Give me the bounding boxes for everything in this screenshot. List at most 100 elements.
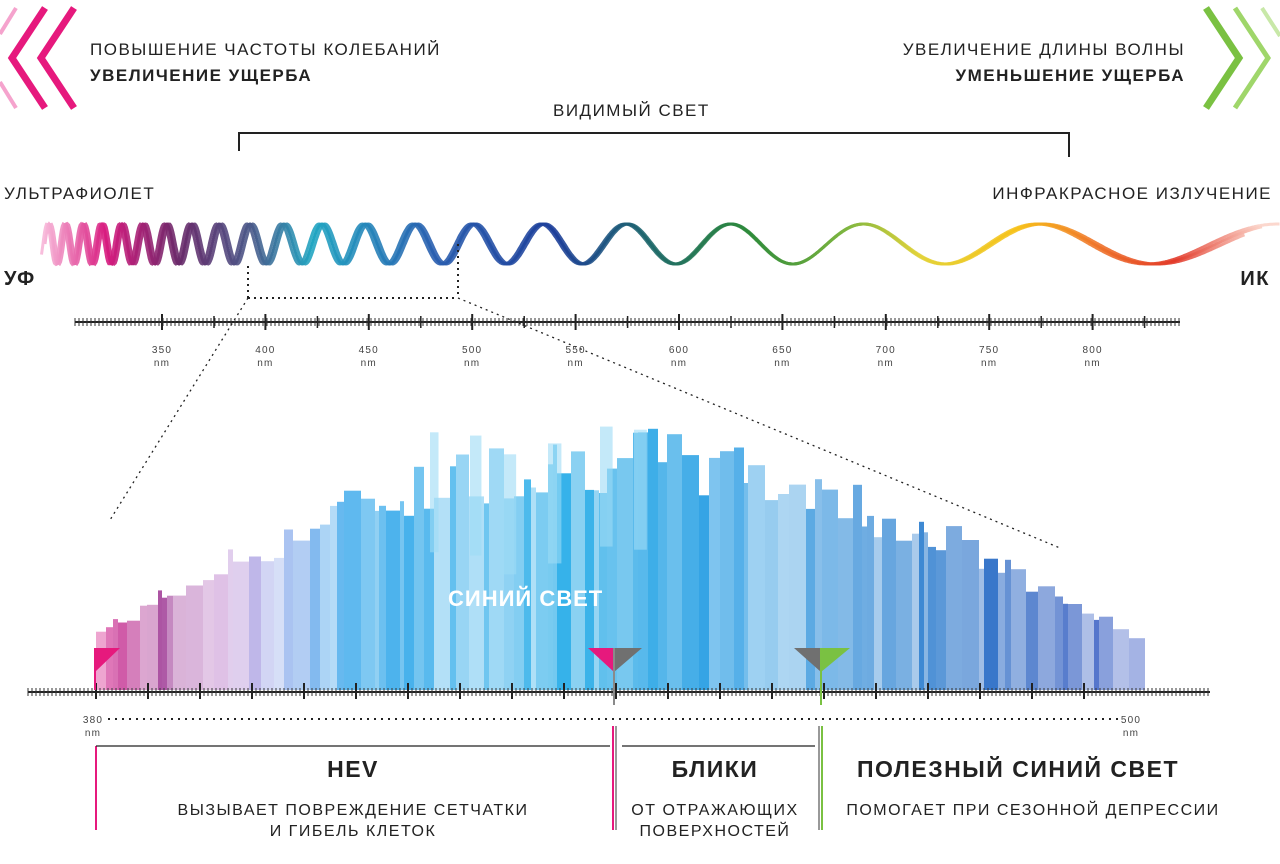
histogram-bar	[928, 546, 936, 690]
uv-abbr: УФ	[4, 268, 36, 290]
histogram-bar	[896, 540, 912, 690]
histogram-bar	[709, 457, 720, 690]
histogram-bar	[667, 434, 682, 690]
histogram-bar	[203, 580, 214, 690]
histogram-bar	[404, 515, 414, 690]
double-chevron-right-icon	[1203, 6, 1280, 110]
infrared-label: ИНФРАКРАСНОЕ ИЗЛУЧЕНИЕ	[992, 184, 1272, 203]
section-glare-desc2: ПОВЕРХНОСТЕЙ	[639, 823, 791, 840]
scale-label-unit: nm	[1084, 358, 1101, 369]
histogram-bar	[936, 550, 946, 690]
histogram-bar	[638, 432, 648, 690]
histogram-bar	[658, 462, 667, 690]
scale-label-unit: nm	[464, 358, 481, 369]
section-useful-title: ПОЛЕЗНЫЙ СИНИЙ СВЕТ	[856, 756, 1180, 782]
histogram-highlight	[500, 454, 517, 575]
section-glare-title: БЛИКИ	[671, 756, 759, 782]
histogram-highlight	[470, 435, 482, 556]
histogram-bar	[536, 492, 548, 690]
histogram-bar	[822, 489, 838, 690]
histogram-bar	[867, 515, 874, 690]
histogram-bar	[158, 590, 162, 690]
histogram-bar	[118, 622, 127, 690]
scale-label-value: 650	[772, 345, 793, 356]
scale-label-unit: nm	[567, 358, 584, 369]
histogram-bar	[261, 561, 274, 690]
histogram-bar	[815, 479, 822, 690]
histogram-bar	[456, 454, 469, 690]
histogram-highlight	[600, 426, 613, 547]
blue-light-label: СИНИЙ СВЕТ	[448, 586, 604, 611]
histogram-bar	[274, 557, 284, 690]
scale-label-unit: nm	[877, 358, 894, 369]
blue-light-histogram	[96, 426, 1145, 690]
histogram-bar	[249, 556, 261, 690]
wave-strand	[47, 221, 1280, 267]
histogram-bar	[984, 558, 998, 690]
histogram-bar	[912, 533, 919, 690]
histogram-bar	[379, 505, 386, 690]
section-glare-desc1: ОТ ОТРАЖАЮЩИХ	[631, 802, 799, 819]
scale-label: 600 nm	[659, 344, 699, 370]
scale-label-unit: nm	[981, 358, 998, 369]
scale-label: 400 nm	[245, 344, 285, 370]
flag-glare-start	[588, 648, 642, 705]
spectrum-scale	[74, 314, 1180, 330]
flag-useful-start	[794, 648, 850, 705]
scale-label-unit: nm	[774, 358, 791, 369]
histogram-bar	[524, 479, 531, 690]
histogram-bar	[484, 503, 489, 690]
scale-end-value: 500	[1120, 715, 1142, 726]
histogram-bar	[633, 432, 638, 690]
histogram-bar	[806, 508, 815, 690]
scale-label: 700 nm	[866, 344, 906, 370]
scale-label-unit: nm	[360, 358, 377, 369]
histogram-bar	[531, 487, 536, 690]
histogram-bar	[617, 458, 633, 690]
section-useful-desc1: ПОМОГАЕТ ПРИ СЕЗОННОЙ ДЕПРЕССИИ	[846, 802, 1220, 819]
scale-label: 650 nm	[762, 344, 802, 370]
histogram-bar	[862, 526, 867, 690]
histogram-bar	[594, 490, 599, 690]
histogram-bar	[1099, 616, 1113, 690]
histogram-highlight	[634, 429, 647, 550]
histogram-bar	[744, 483, 748, 690]
scale-label-value: 450	[358, 345, 379, 356]
histogram-bar	[979, 568, 984, 690]
top-left-line2: УВЕЛИЧЕНИЕ УЩЕРБА	[90, 66, 313, 85]
histogram-bar	[789, 484, 806, 690]
histogram-bar	[720, 451, 734, 690]
scale-label: 750 nm	[969, 344, 1009, 370]
histogram-bar	[607, 468, 617, 690]
histogram-bar	[734, 447, 744, 690]
histogram-bar	[140, 605, 147, 690]
histogram-bar	[214, 574, 228, 690]
flag-hev-start	[94, 648, 120, 690]
histogram-bar	[284, 529, 293, 690]
section-hev-desc1: ВЫЗЫВАЕТ ПОВРЕЖДЕНИЕ СЕТЧАТКИ	[177, 802, 529, 819]
histogram-bar	[682, 455, 699, 690]
histogram-bar	[924, 532, 928, 690]
histogram-bar	[1068, 604, 1082, 690]
histogram-bar	[337, 501, 344, 690]
histogram-highlights	[430, 426, 647, 575]
scale-label-value: 750	[979, 345, 1000, 356]
histogram-bar	[571, 451, 585, 690]
histogram-bar	[882, 518, 896, 690]
histogram-bar	[450, 466, 456, 690]
histogram-bar	[414, 466, 424, 690]
histogram-bar	[599, 493, 607, 690]
scale-label-value: 600	[668, 345, 690, 356]
zoom-connector	[109, 244, 1061, 549]
histogram-bar	[1082, 613, 1094, 690]
scale-label-value: 350	[151, 345, 173, 356]
scale-start-label: 380 nm	[76, 714, 110, 740]
top-right-line2: УМЕНЬШЕНИЕ УЩЕРБА	[955, 66, 1185, 85]
section-hev-desc2: И ГИБЕЛЬ КЛЕТОК	[269, 823, 437, 840]
spectrum-wave	[40, 221, 1280, 267]
histogram-bar	[778, 494, 789, 690]
scale-label: 350 nm	[142, 344, 182, 370]
histogram-bar	[1038, 586, 1055, 690]
histogram-bar	[344, 490, 361, 690]
